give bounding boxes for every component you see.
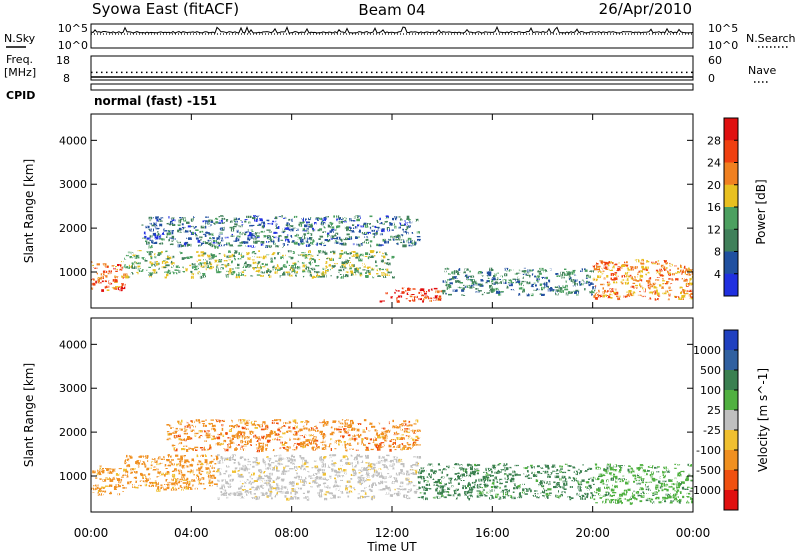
velocity-colorbar-segment: [724, 370, 738, 391]
power-tick-label: 24: [707, 157, 721, 170]
freq-unit: [MHz]: [4, 66, 36, 79]
velocity-colorbar-segment: [724, 490, 738, 511]
power-colorbar-segment: [724, 207, 738, 230]
velocity-colorbar-segment: [724, 410, 738, 431]
x-tick-label: 04:00: [174, 526, 209, 540]
x-tick-label: 16:00: [475, 526, 510, 540]
station-title: Syowa East (fitACF): [92, 0, 239, 18]
velocity-colorbar-segment: [724, 450, 738, 471]
freq-tick-top: 18: [56, 54, 70, 67]
velocity-colorbar-segment: [724, 350, 738, 371]
power-colorbar-segment: [724, 229, 738, 252]
freq-label: Freq.: [6, 53, 33, 66]
date-title: 26/Apr/2010: [599, 0, 692, 18]
power-tick-label: 28: [707, 134, 721, 147]
power-echoes: [91, 215, 693, 303]
velocity-colorbar-segment: [724, 330, 738, 351]
x-tick-label: 00:00: [74, 526, 109, 540]
beam-title: Beam 04: [358, 1, 425, 19]
time-axis: 00:00 04:00 08:00 12:00 16:00 20:00 00:00: [74, 526, 711, 540]
velocity-panel: 1000 2000 3000 4000 Slant Range [km]: [22, 317, 694, 513]
nsky-label: N.Sky: [4, 32, 36, 45]
velocity-tick-label: -500: [696, 464, 721, 477]
freq-panel: Freq. [MHz] 18 8 60 0 Nave: [4, 53, 776, 85]
power-tick-label: 8: [714, 246, 721, 259]
velocity-tick-label: -1000: [689, 484, 721, 497]
y-tick-label: 1000: [59, 470, 87, 483]
velocity-colorbar: 1000 500 100 25 -25 -100 -500 -1000: [689, 329, 739, 511]
nave-tick-top: 60: [708, 54, 722, 67]
noise-right-tick-top: 10^5: [708, 22, 738, 35]
velocity-colorbar-segment: [724, 470, 738, 491]
y-tick-label: 2000: [59, 426, 87, 439]
echo-region: [91, 261, 128, 292]
nave-tick-bottom: 0: [708, 72, 715, 85]
power-tick-label: 16: [707, 201, 721, 214]
velocity-echoes: [91, 419, 693, 505]
x-tick-label: 20:00: [575, 526, 610, 540]
velocity-scale-title: Velocity [m s^-1]: [756, 368, 770, 472]
power-tick-label: 4: [714, 268, 721, 281]
power-tick-label: 20: [707, 179, 721, 192]
echo-region: [124, 454, 220, 492]
velocity-tick-label: 25: [707, 404, 721, 417]
echo-region: [417, 463, 596, 501]
velocity-tick-label: -100: [696, 444, 721, 457]
echo-region: [166, 419, 421, 453]
echo-region: [379, 287, 446, 303]
y-tick-label: 2000: [59, 222, 87, 235]
power-colorbar: 4 8 12 16 20 24 28: [707, 117, 739, 297]
noise-left-tick-bottom: 10^0: [58, 39, 88, 52]
noise-left-tick-top: 10^5: [58, 22, 88, 35]
noise-right-tick-bottom: 10^0: [708, 39, 738, 52]
echo-region: [442, 267, 596, 297]
noise-sky-trace: [90, 25, 694, 34]
cpid-strip: [90, 83, 694, 91]
velocity-tick-label: 1000: [693, 344, 721, 357]
power-colorbar-segment: [724, 140, 738, 163]
noise-panel: N.Sky 10^5 10^0 10^5 10^0 N.Search: [4, 22, 796, 52]
power-ylabel: Slant Range [km]: [22, 159, 36, 263]
power-colorbar-segment: [724, 184, 738, 208]
cpid-label: CPID: [6, 89, 35, 102]
y-tick-label: 3000: [59, 178, 87, 191]
echo-region: [123, 250, 395, 279]
echo-region: [141, 215, 421, 249]
echo-region: [592, 463, 693, 505]
xlabel: Time UT: [366, 540, 417, 554]
power-panel: 1000 2000 3000 4000 Slant Range [km]: [22, 113, 694, 309]
power-scale-title: Power [dB]: [754, 179, 768, 244]
velocity-ylabel: Slant Range [km]: [22, 363, 36, 467]
x-tick-label: 08:00: [274, 526, 309, 540]
x-tick-label: 00:00: [676, 526, 711, 540]
y-tick-label: 3000: [59, 382, 87, 395]
power-colorbar-segment: [724, 118, 738, 141]
echo-region: [216, 454, 422, 501]
power-colorbar-segment: [724, 251, 738, 275]
cpid-value: normal (fast) -151: [94, 94, 217, 108]
velocity-tick-label: -25: [703, 424, 721, 437]
velocity-tick-label: 500: [700, 364, 721, 377]
power-tick-label: 12: [707, 223, 721, 236]
x-tick-label: 12:00: [375, 526, 410, 540]
velocity-tick-label: 100: [700, 384, 721, 397]
nsearch-label: N.Search: [746, 32, 796, 45]
echo-region: [91, 465, 128, 496]
velocity-colorbar-segment: [724, 390, 738, 411]
nave-label: Nave: [748, 64, 776, 77]
power-colorbar-segment: [724, 162, 738, 186]
freq-tick-bottom: 8: [63, 72, 70, 85]
power-colorbar-segment: [724, 273, 738, 297]
velocity-colorbar-segment: [724, 430, 738, 451]
y-tick-label: 1000: [59, 266, 87, 279]
y-tick-label: 4000: [59, 338, 87, 351]
echo-region: [592, 258, 693, 301]
y-tick-label: 4000: [59, 134, 87, 147]
